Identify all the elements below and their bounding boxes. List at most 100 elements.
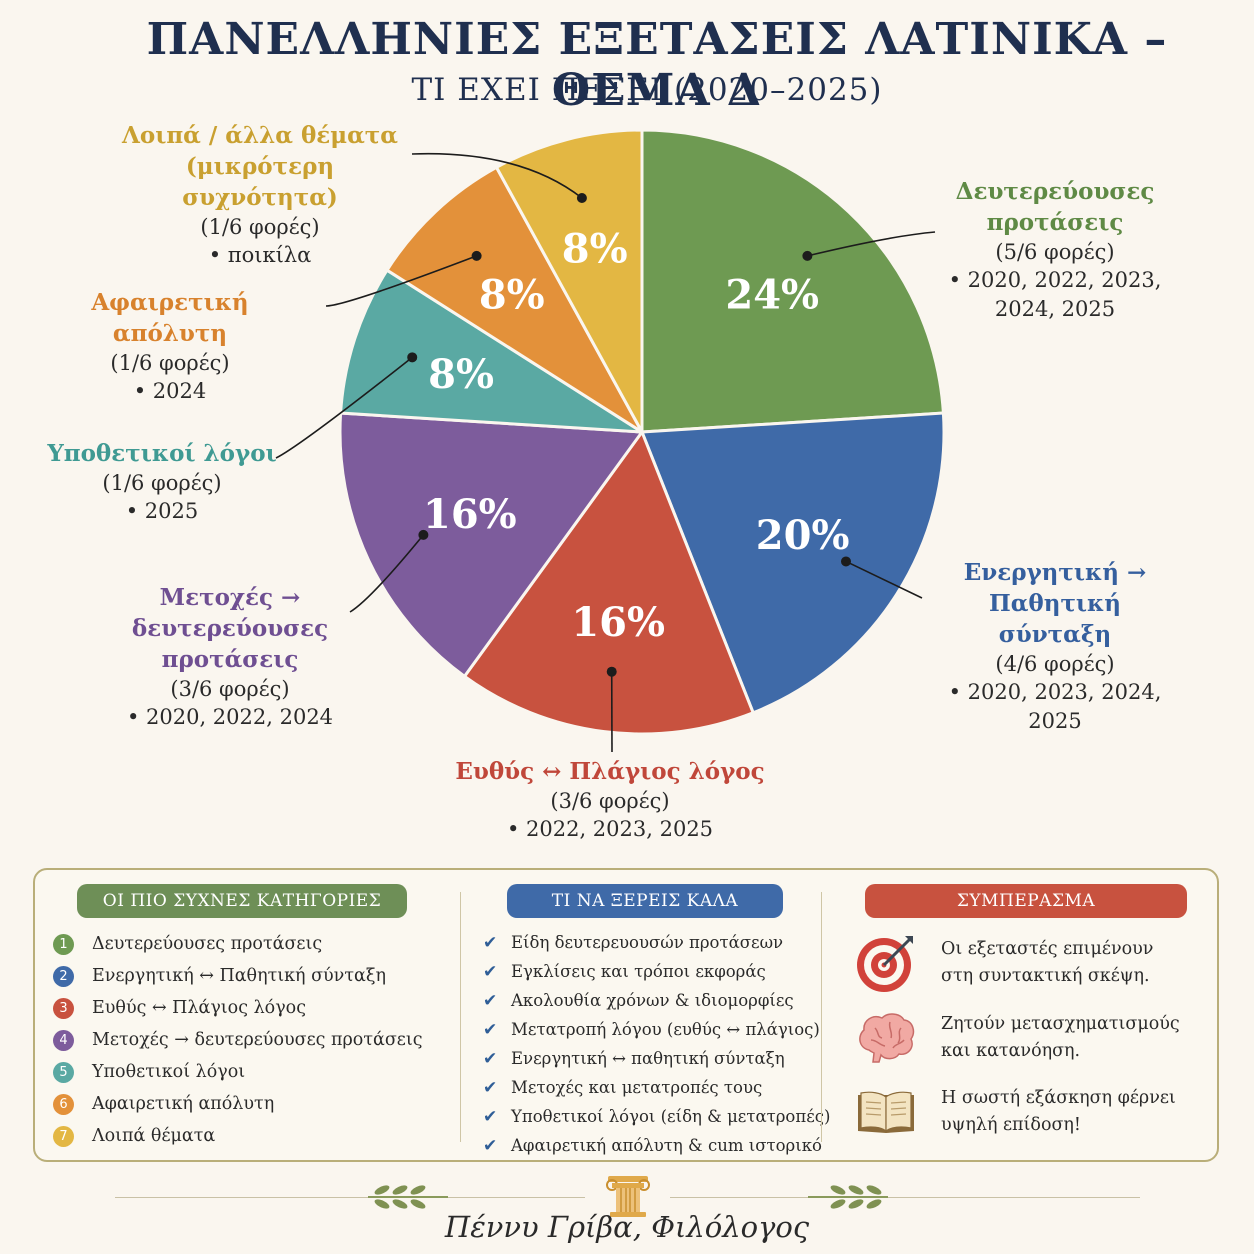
callout-direct-indirect-speech: Ευθύς ↔ Πλάγιος λόγος (3/6 φορές) • 2022… xyxy=(440,756,780,844)
callout-years: • ποικίλα xyxy=(208,243,312,268)
callout-count: (1/6 φορές) xyxy=(110,351,230,376)
callout-count: (3/6 φορές) xyxy=(550,789,670,814)
checkmark-icon: ✔ xyxy=(483,961,498,982)
column-divider xyxy=(460,892,461,1142)
footer-divider xyxy=(670,1197,1140,1198)
conclusion-text: και κατανόηση. xyxy=(941,1041,1081,1061)
category-item: 7 Λοιπά θέματα xyxy=(53,1120,423,1152)
checkmark-icon: ✔ xyxy=(483,990,498,1011)
leader-dot xyxy=(576,192,587,203)
slice-percent-label: 24% xyxy=(725,271,819,318)
slice-ablative-absolute xyxy=(384,165,644,434)
callout-other-topics: Λοιπά / άλλα θέματα (μικρότερη συχνότητα… xyxy=(110,120,410,270)
category-number-badge: 1 xyxy=(53,933,74,955)
know-item: ✔ Ακολουθία χρόνων & ιδιομορφίες xyxy=(483,986,830,1015)
brain-icon xyxy=(859,1013,915,1063)
know-label: Ενεργητική ↔ παθητική σύνταξη xyxy=(511,1049,785,1068)
author-signature: Πέννυ Γρίβα, Φιλόλογος xyxy=(444,1210,810,1244)
conclusion-text: Οι εξεταστές επιμένουν xyxy=(941,938,1154,959)
callout-years: • 2022, 2023, 2025 xyxy=(506,817,714,842)
category-label: Ενεργητική ↔ Παθητική σύνταξη xyxy=(92,966,386,986)
slice-direct-indirect-speech xyxy=(462,428,756,736)
summary-panel: ΟΙ ΠΙΟ ΣΥΧΝΕΣ ΚΑΤΗΓΟΡΙΕΣ 1 Δευτερεύουσες … xyxy=(33,868,1219,1162)
category-item: 6 Αφαιρετική απόλυτη xyxy=(53,1088,423,1120)
checkmark-icon: ✔ xyxy=(483,1019,498,1040)
callout-years: • 2024 xyxy=(133,379,207,404)
slice-percent-label: 8% xyxy=(562,226,628,273)
category-number-badge: 3 xyxy=(53,997,74,1019)
slice-percent-label: 20% xyxy=(756,512,850,559)
slice-active-passive xyxy=(639,411,946,715)
conclusion-text: Η σωστή εξάσκηση φέρνει xyxy=(941,1088,1176,1108)
know-column: ΤΙ ΝΑ ΞΕΡΕΙΣ ΚΑΛΑ ✔ Είδη δευτερευουσών πρ… xyxy=(463,870,830,1160)
category-label: Λοιπά θέματα xyxy=(92,1126,216,1146)
category-item: 3 Ευθύς ↔ Πλάγιος λόγος xyxy=(53,992,423,1024)
callout-years: 2025 xyxy=(1028,708,1082,733)
leader-dot xyxy=(802,250,813,261)
conclusion-text: υψηλή επίδοση! xyxy=(941,1115,1081,1136)
target-icon xyxy=(857,936,913,992)
callout-name: Μετοχές → xyxy=(159,584,301,611)
callout-years: • 2020, 2022, 2024 xyxy=(126,705,334,730)
checkmark-icon: ✔ xyxy=(483,1106,498,1127)
leader-dot xyxy=(606,666,617,677)
callout-name: Υποθετικοί λόγοι xyxy=(47,440,277,467)
callout-active-passive: Ενεργητική → Παθητική σύνταξη (4/6 φορές… xyxy=(930,557,1180,735)
slice-percent-label: 16% xyxy=(571,599,665,646)
callout-count: (1/6 φορές) xyxy=(102,471,222,496)
know-label: Μετατροπή λόγου (ευθύς ↔ πλάγιος) xyxy=(511,1020,820,1039)
know-label: Ακολουθία χρόνων & ιδιομορφίες xyxy=(511,991,794,1010)
conclusion-header: ΣΥΜΠΕΡΑΣΜΑ xyxy=(865,884,1187,918)
leader-line xyxy=(349,534,425,613)
callout-participles: Μετοχές → δευτερεύουσες προτάσεις (3/6 φ… xyxy=(110,582,350,732)
know-header: ΤΙ ΝΑ ΞΕΡΕΙΣ ΚΑΛΑ xyxy=(507,884,783,918)
checkmark-icon: ✔ xyxy=(483,1048,498,1069)
ionic-column-icon xyxy=(606,1176,650,1217)
know-item: ✔ Αφαιρετική απόλυτη & cum ιστορικό xyxy=(483,1131,830,1160)
leader-dot xyxy=(471,250,482,261)
callout-name: Λοιπά / άλλα θέματα xyxy=(122,122,398,149)
know-label: Αφαιρετική απόλυτη & cum ιστορικό xyxy=(511,1136,822,1155)
slice-percent-label: 8% xyxy=(479,271,545,318)
callout-years: • 2025 xyxy=(125,499,199,524)
know-item: ✔ Μετατροπή λόγου (ευθύς ↔ πλάγιος) xyxy=(483,1015,830,1044)
categories-header: ΟΙ ΠΙΟ ΣΥΧΝΕΣ ΚΑΤΗΓΟΡΙΕΣ xyxy=(77,884,407,918)
know-item: ✔ Υποθετικοί λόγοι (είδη & μετατροπές) xyxy=(483,1102,830,1131)
callout-subordinate-clauses: Δευτερεύουσες προτάσεις (5/6 φορές) • 20… xyxy=(940,176,1170,323)
callout-name: προτάσεις xyxy=(986,209,1124,237)
category-item: 5 Υποθετικοί λόγοι xyxy=(53,1056,423,1088)
conclusion-text: στη συντακτική σκέψη. xyxy=(941,966,1150,986)
page-title: ΠΑΝΕΛΛΗΝΙΕΣ ΕΞΕΤΑΣΕΙΣ ΛΑΤΙΝΙΚΑ – ΘΕΜΑ Δ xyxy=(146,14,1168,116)
category-number-badge: 6 xyxy=(53,1093,74,1115)
category-item: 4 Μετοχές → δευτερεύουσες προτάσεις xyxy=(53,1024,423,1056)
checkmark-icon: ✔ xyxy=(483,1135,498,1156)
column-divider xyxy=(821,892,822,1142)
callout-years: • 2020, 2023, 2024, xyxy=(948,680,1162,705)
know-label: Υποθετικοί λόγοι (είδη & μετατροπές) xyxy=(511,1107,831,1126)
category-number-badge: 5 xyxy=(53,1061,74,1083)
category-label: Ευθύς ↔ Πλάγιος λόγος xyxy=(92,998,306,1018)
laurel-right-icon xyxy=(808,1185,888,1209)
callout-count: (1/6 φορές) xyxy=(200,215,320,240)
category-number-badge: 4 xyxy=(53,1029,74,1051)
footer-divider xyxy=(115,1197,585,1198)
know-item: ✔ Είδη δευτερευουσών προτάσεων xyxy=(483,928,830,957)
category-label: Υποθετικοί λόγοι xyxy=(92,1062,246,1082)
categories-column: ΟΙ ΠΙΟ ΣΥΧΝΕΣ ΚΑΤΗΓΟΡΙΕΣ 1 Δευτερεύουσες … xyxy=(35,870,460,1160)
category-number-badge: 7 xyxy=(53,1125,74,1147)
open-book-icon xyxy=(858,1091,914,1134)
know-list: ✔ Είδη δευτερευουσών προτάσεων ✔ Εγκλίσεις … xyxy=(483,928,830,1160)
slice-percent-label: 16% xyxy=(423,491,517,538)
leader-line xyxy=(325,255,477,307)
slice-other-topics xyxy=(494,128,644,433)
laurel-left-icon xyxy=(368,1185,448,1209)
callout-name: Αφαιρετική απόλυτη xyxy=(91,289,249,348)
callout-name: Δευτερεύουσες xyxy=(955,178,1155,205)
category-label: Μετοχές → δευτερεύουσες προτάσεις xyxy=(92,1030,423,1050)
checkmark-icon: ✔ xyxy=(483,932,498,953)
slice-participles xyxy=(338,411,645,679)
callout-count: (5/6 φορές) xyxy=(995,240,1115,265)
conclusion-item: Ζητούν μετασχηματισμούς και κατανόηση. xyxy=(855,1010,1180,1066)
leader-line xyxy=(807,231,936,257)
page-subtitle: ΤΙ ΕΧΕΙ ΠΕΣΕΙ (2020–2025) xyxy=(411,72,883,108)
